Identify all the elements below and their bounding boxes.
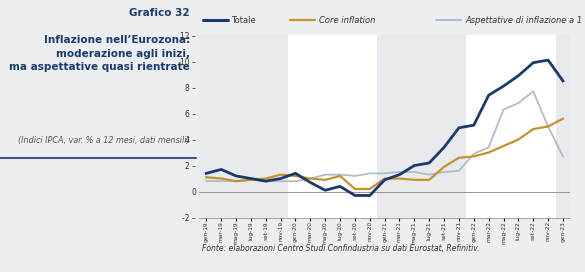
Text: Inflazione nell’Eurozona:
moderazione agli inizi,
ma aspettative quasi rientrate: Inflazione nell’Eurozona: moderazione ag… (9, 35, 190, 72)
Text: Totale: Totale (232, 16, 256, 25)
Bar (556, 35, 585, 218)
Text: (Indici IPCA, var. % a 12 mesi, dati mensili): (Indici IPCA, var. % a 12 mesi, dati men… (19, 136, 190, 145)
Text: Grafico 32: Grafico 32 (129, 8, 190, 18)
Bar (199, 35, 288, 218)
Bar (377, 35, 466, 218)
Text: Aspettative di inflazione a 1 anno: Aspettative di inflazione a 1 anno (465, 16, 585, 25)
Text: Core inflation: Core inflation (319, 16, 376, 25)
Text: Fonte: elaborazioni Centro Studi Confindustria su dati Eurostat, Refinitiv.: Fonte: elaborazioni Centro Studi Confind… (202, 243, 479, 253)
